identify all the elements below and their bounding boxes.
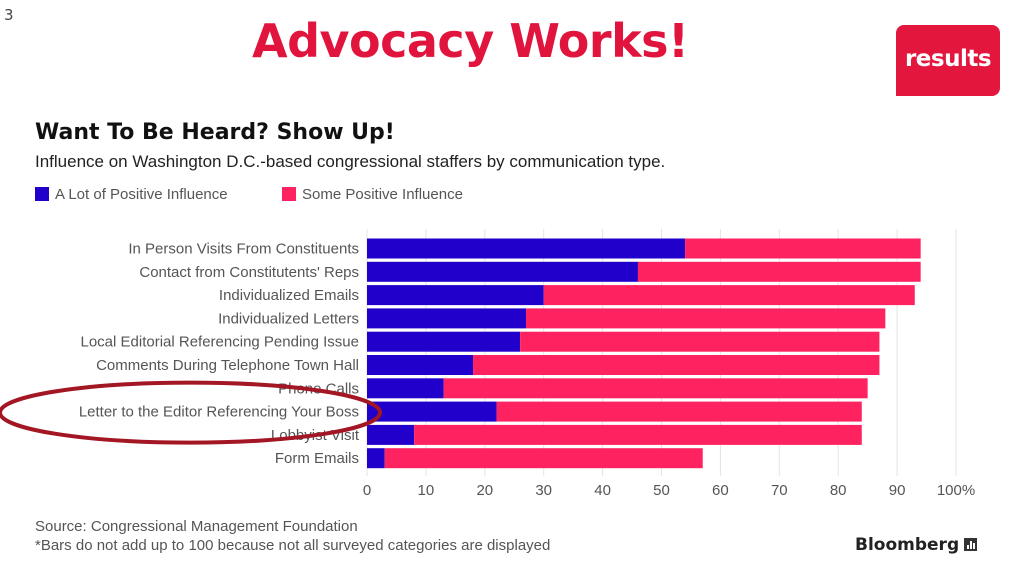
bloomberg-logo: Bloomberg — [855, 535, 978, 555]
slide-title: Advocacy Works! — [252, 14, 689, 68]
legend-item-some: Some Positive Influence — [282, 186, 463, 203]
x-tick-label: 30 — [535, 482, 552, 499]
legend-item-a-lot: A Lot of Positive Influence — [35, 186, 228, 203]
source-note: Source: Congressional Management Foundat… — [35, 517, 550, 555]
results-logo: results — [896, 25, 1000, 96]
chart-subtitle: Influence on Washington D.C.-based congr… — [35, 152, 666, 171]
x-tick-label: 0 — [363, 482, 371, 499]
bar-chart-icon — [964, 538, 978, 551]
x-tick-label: 80 — [830, 482, 847, 499]
category-label: Form Emails — [275, 450, 359, 467]
x-tick-label: 90 — [889, 482, 906, 499]
bar-a-lot — [367, 448, 385, 469]
annotation-ellipse — [0, 380, 382, 445]
bar-a-lot — [367, 355, 474, 375]
source-line: Source: Congressional Management Foundat… — [35, 518, 358, 535]
bar-some — [473, 355, 880, 375]
bar-a-lot — [367, 285, 544, 306]
chart-title: Want To Be Heard? Show Up! — [35, 120, 395, 145]
x-tick-label: 50 — [653, 482, 670, 499]
bar-a-lot — [367, 331, 521, 352]
bar-a-lot — [367, 378, 444, 399]
category-label: Individualized Emails — [219, 287, 359, 304]
bar-a-lot — [367, 424, 415, 445]
category-label: Contact from Constitutents' Reps — [139, 264, 359, 281]
x-tick-label: 20 — [476, 482, 493, 499]
logo-text: results — [904, 46, 992, 72]
category-label: Individualized Letters — [218, 310, 359, 327]
bar-some — [443, 378, 868, 399]
bar-a-lot — [367, 261, 638, 282]
bar-a-lot — [367, 308, 527, 329]
bar-some — [637, 261, 921, 282]
category-label: Letter to the Editor Referencing Your Bo… — [79, 404, 359, 421]
bar-some — [685, 238, 921, 259]
x-tick-label: 10 — [418, 482, 435, 499]
legend-label-some: Some Positive Influence — [302, 186, 463, 203]
bar-some — [496, 401, 862, 422]
bar-a-lot — [367, 401, 497, 422]
category-label: Comments During Telephone Town Hall — [96, 357, 359, 374]
slide-number: 3 — [4, 6, 14, 24]
bar-some — [526, 308, 886, 329]
x-tick-label: 40 — [594, 482, 611, 499]
legend-swatch-a-lot — [35, 187, 49, 201]
legend-label-a-lot: A Lot of Positive Influence — [55, 186, 228, 203]
x-tick-label: 60 — [712, 482, 729, 499]
bar-some — [414, 424, 862, 445]
bar-a-lot — [367, 238, 686, 259]
bar-some — [520, 331, 880, 352]
category-label: In Person Visits From Constituents — [128, 241, 359, 258]
x-tick-label: 100% — [937, 482, 975, 499]
bloomberg-wordmark: Bloomberg — [855, 535, 960, 555]
footnote-line: *Bars do not add up to 100 because not a… — [35, 537, 551, 554]
x-tick-label: 70 — [771, 482, 788, 499]
legend-swatch-some — [282, 187, 296, 201]
bar-some — [543, 285, 915, 306]
bar-some — [384, 448, 703, 469]
category-label: Local Editorial Referencing Pending Issu… — [80, 334, 359, 351]
